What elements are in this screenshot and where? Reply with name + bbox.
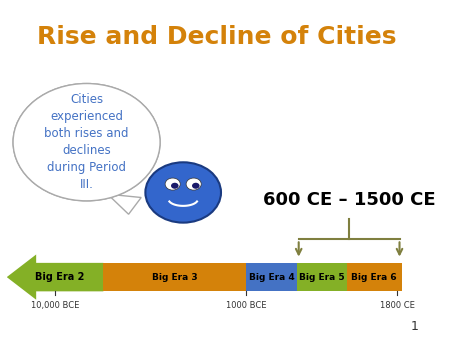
FancyBboxPatch shape	[246, 263, 297, 291]
Polygon shape	[108, 194, 141, 214]
Circle shape	[145, 162, 221, 223]
Circle shape	[13, 83, 160, 201]
Text: Rise and Decline of Cities: Rise and Decline of Cities	[37, 25, 396, 49]
FancyBboxPatch shape	[104, 263, 246, 291]
Text: Big Era 4: Big Era 4	[248, 273, 294, 282]
Text: 600 CE – 1500 CE: 600 CE – 1500 CE	[263, 191, 436, 209]
Circle shape	[165, 178, 180, 190]
Text: Cities
experienced
both rises and
declines
during Period
III.: Cities experienced both rises and declin…	[44, 93, 129, 191]
Polygon shape	[7, 255, 104, 300]
Circle shape	[192, 183, 199, 189]
Text: Big Era 2: Big Era 2	[35, 272, 85, 282]
Text: 1800 CE: 1800 CE	[380, 301, 415, 310]
Text: 1: 1	[410, 320, 419, 333]
Text: 1000 BCE: 1000 BCE	[226, 301, 266, 310]
Text: Big Era 5: Big Era 5	[299, 273, 345, 282]
Text: Big Era 6: Big Era 6	[351, 273, 397, 282]
FancyBboxPatch shape	[297, 263, 347, 291]
Circle shape	[186, 178, 201, 190]
Text: Big Era 3: Big Era 3	[152, 273, 198, 282]
Circle shape	[171, 183, 179, 189]
FancyBboxPatch shape	[347, 263, 401, 291]
Text: 10,000 BCE: 10,000 BCE	[31, 301, 79, 310]
Circle shape	[13, 83, 160, 201]
